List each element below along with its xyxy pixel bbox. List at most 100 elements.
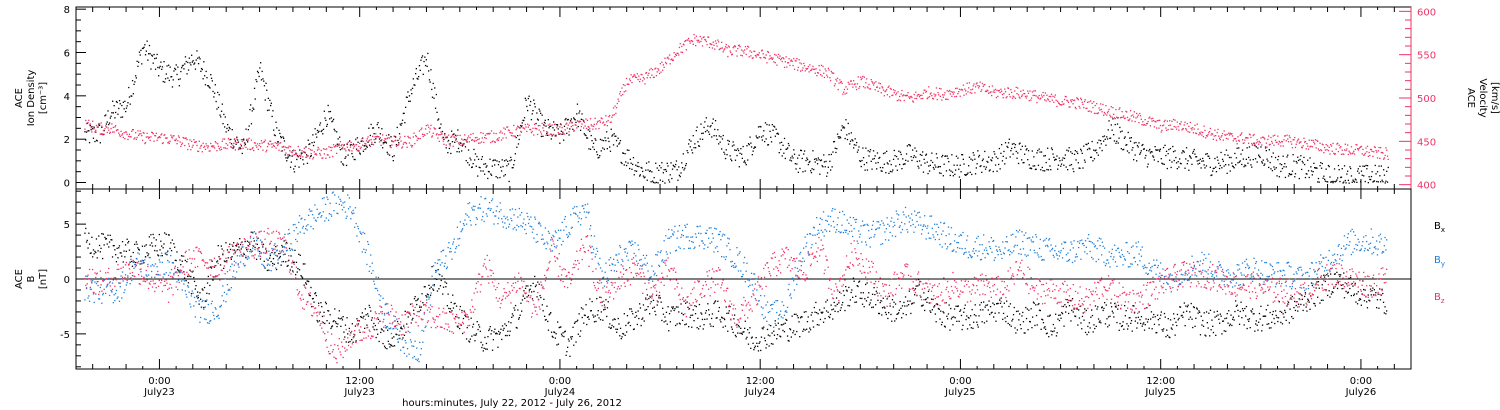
- velocity-point: [586, 119, 589, 121]
- density-point: [924, 162, 926, 164]
- density-point: [589, 130, 591, 132]
- field-point-x: [404, 310, 406, 312]
- field-point-x: [745, 338, 747, 340]
- velocity-point: [706, 44, 708, 46]
- velocity-point: [427, 124, 429, 126]
- field-point-x: [469, 338, 471, 340]
- field-point-x: [690, 314, 692, 316]
- velocity-tick-label: 500: [1417, 94, 1436, 105]
- field-point-x: [174, 259, 176, 261]
- density-point: [407, 91, 409, 93]
- field-point-x: [210, 267, 213, 269]
- density-point: [622, 152, 625, 154]
- field-point-x: [719, 319, 721, 321]
- velocity-point: [177, 140, 179, 142]
- density-point: [244, 143, 246, 145]
- density-point: [220, 116, 222, 118]
- field-point-x: [832, 308, 835, 310]
- field-point-x: [797, 317, 799, 319]
- velocity-point: [1370, 148, 1372, 151]
- field-point-x: [770, 325, 772, 327]
- velocity-point: [277, 143, 279, 145]
- density-point: [448, 147, 450, 150]
- field-point-x: [521, 299, 524, 301]
- density-point: [948, 169, 951, 171]
- velocity-point: [224, 138, 226, 140]
- velocity-point: [239, 148, 241, 150]
- field-point-x: [599, 319, 602, 321]
- field-point-x: [924, 309, 926, 312]
- field-point-x: [314, 292, 317, 294]
- density-point: [1084, 161, 1086, 163]
- field-point-x: [510, 322, 512, 324]
- velocity-point: [573, 130, 576, 132]
- density-point: [886, 162, 888, 164]
- density-point: [1375, 173, 1377, 175]
- velocity-point: [1350, 146, 1353, 148]
- field-point-x: [776, 338, 778, 340]
- density-point: [1195, 156, 1198, 158]
- field-point-x: [171, 239, 173, 241]
- density-point: [624, 153, 626, 155]
- velocity-point: [1224, 134, 1226, 136]
- field-point-x: [561, 335, 563, 337]
- field-point-x: [935, 321, 937, 323]
- density-point: [694, 143, 696, 145]
- velocity-point: [1305, 148, 1307, 150]
- velocity-point: [357, 149, 359, 151]
- field-point-x: [590, 310, 592, 312]
- density-point: [349, 144, 352, 146]
- density-point: [959, 164, 961, 166]
- field-point-x: [290, 255, 292, 257]
- velocity-point: [1101, 111, 1103, 113]
- density-point: [1379, 175, 1381, 177]
- density-point: [750, 146, 753, 148]
- velocity-point: [1264, 138, 1266, 140]
- velocity-point: [148, 137, 150, 139]
- velocity-point: [1037, 97, 1040, 99]
- velocity-point: [862, 86, 865, 88]
- density-point: [791, 155, 793, 157]
- velocity-point: [916, 95, 918, 97]
- velocity-point: [1386, 149, 1388, 151]
- field-point-x: [842, 301, 844, 304]
- velocity-point: [118, 132, 120, 134]
- velocity-point: [900, 93, 902, 95]
- field-point-x: [548, 314, 550, 316]
- velocity-point: [112, 131, 114, 133]
- velocity-point: [1102, 103, 1104, 106]
- velocity-point: [326, 148, 328, 150]
- field-point-x: [392, 345, 394, 347]
- density-point: [473, 148, 475, 151]
- density-point: [1377, 181, 1379, 183]
- density-point: [1007, 146, 1009, 149]
- density-point: [1319, 165, 1321, 167]
- density-point: [1301, 168, 1303, 171]
- density-point: [977, 150, 979, 152]
- velocity-point: [543, 125, 546, 127]
- field-point-x: [328, 322, 330, 324]
- field-point-x: [124, 244, 127, 246]
- density-point: [527, 109, 529, 112]
- field-point-x: [706, 318, 708, 320]
- density-point: [210, 77, 213, 79]
- velocity-point: [1202, 136, 1205, 138]
- density-point: [660, 167, 662, 169]
- density-point: [1380, 181, 1382, 183]
- field-point-x: [214, 265, 216, 267]
- density-point: [439, 127, 441, 129]
- velocity-point: [481, 137, 483, 139]
- field-point-x: [288, 247, 291, 250]
- field-point-x: [956, 320, 958, 322]
- velocity-point: [1320, 150, 1323, 152]
- velocity-point: [1230, 133, 1232, 135]
- density-point: [1068, 147, 1070, 149]
- density-point: [230, 143, 233, 145]
- density-point: [905, 159, 907, 161]
- field-point-x: [892, 306, 894, 308]
- velocity-point: [646, 77, 648, 79]
- velocity-point: [642, 76, 645, 79]
- velocity-point: [1243, 142, 1245, 144]
- density-point: [606, 148, 608, 150]
- velocity-point: [942, 94, 944, 96]
